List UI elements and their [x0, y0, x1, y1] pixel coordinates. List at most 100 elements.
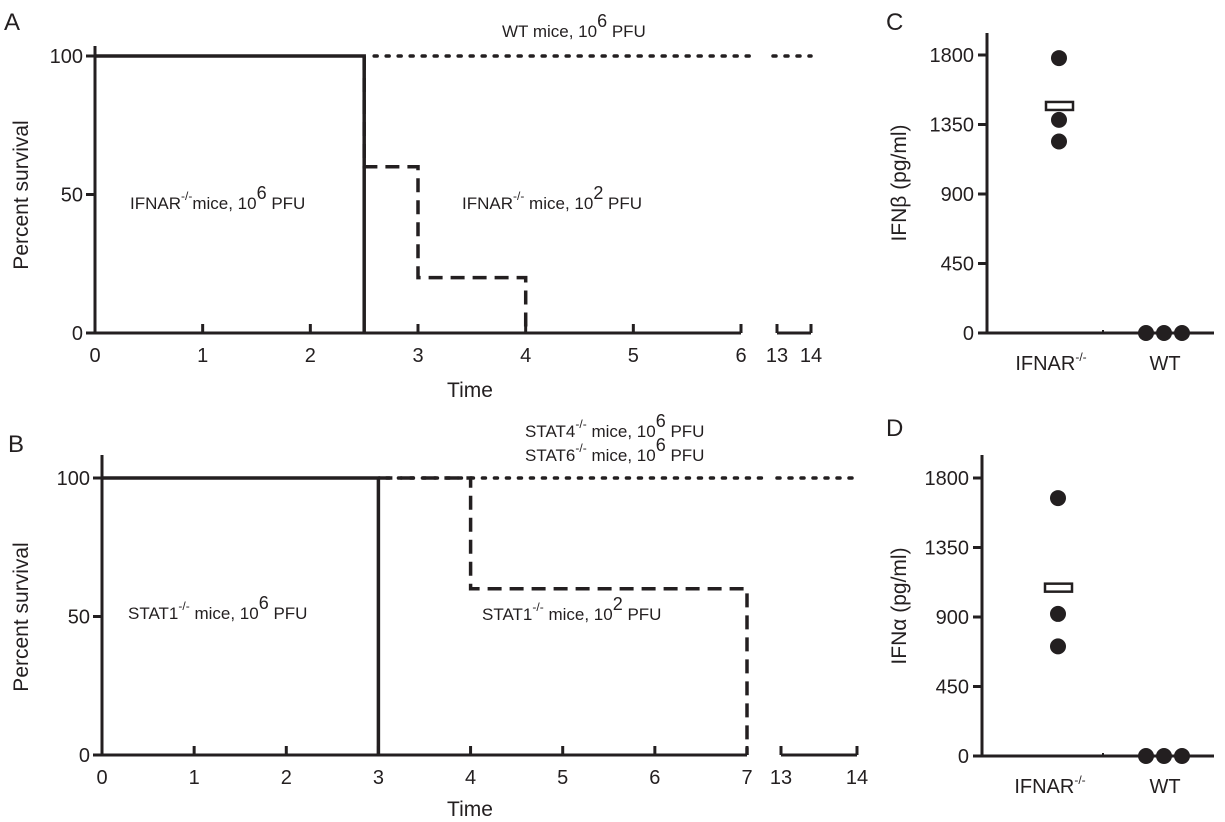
x-tick-label: 2 [281, 767, 292, 789]
category-label-text: WT [1149, 353, 1180, 375]
data-point [1156, 748, 1172, 764]
annotation-text: STAT1 [128, 604, 178, 623]
series-annotation: IFNAR-/-mice, 106 PFU [130, 183, 305, 213]
annotation-text: mice, 10 [190, 604, 259, 623]
panel-d: D 0 450 900 1350 1800 IFNAR-/- WT IFNα (pg/ml) [886, 415, 1214, 798]
data-point [1051, 111, 1067, 128]
annotation-superscript: -/- [181, 189, 192, 203]
annotation-tail: PFU [269, 604, 308, 623]
data-point [1050, 490, 1066, 507]
panel-b: B 0 50 100 0 1 2 3 4 5 6 7 13 14 Time Percent survival S… [8, 411, 868, 821]
annotation-text: IFNAR [130, 194, 181, 213]
y-axis-title: IFNβ (pg/ml) [888, 124, 911, 241]
annotation-tail: PFU [623, 605, 662, 624]
y-axis-title: Percent survival [10, 120, 33, 269]
series-annotation: WT mice, 106 PFU [502, 11, 646, 41]
annotation-superscript: 6 [257, 183, 267, 203]
x-tick-label: 13 [766, 345, 788, 367]
x-axis-title: Time [447, 798, 493, 821]
y-tick-label: 100 [57, 468, 90, 490]
data-point [1174, 325, 1190, 341]
series-annotation: STAT1-/- mice, 106 PFU [128, 593, 307, 623]
panel-letter: A [4, 9, 20, 36]
annotation-text: WT mice, 10 [502, 22, 597, 41]
x-tick-label: 4 [520, 345, 531, 367]
x-tick-label: 6 [649, 767, 660, 789]
annotation-text: STAT4 [525, 422, 575, 441]
panel-a: A 0 50 100 0 1 2 3 4 5 6 13 14 Time Percent survival WT… [4, 9, 822, 402]
x-tick-label: 0 [89, 345, 100, 367]
annotation-tail: PFU [267, 194, 306, 213]
x-tick-label: 5 [557, 767, 568, 789]
annotation-superscript: -/- [575, 441, 586, 455]
mean-bar [1043, 582, 1074, 593]
x-tick-label: 3 [373, 767, 384, 789]
data-point [1050, 638, 1066, 655]
y-tick-label: 450 [936, 677, 969, 699]
category-label: WT [1149, 776, 1180, 798]
data-point [1051, 50, 1067, 67]
annotation-text: mice, 10 [524, 194, 593, 213]
series-annotation: IFNAR-/- mice, 102 PFU [462, 183, 642, 213]
annotation-superscript: -/- [532, 600, 543, 614]
x-tick-label: 14 [846, 767, 868, 789]
annotation-superscript: -/- [575, 417, 586, 431]
annotation-tail: PFU [666, 446, 705, 465]
y-tick-label: 50 [61, 185, 83, 207]
y-tick-label: 50 [68, 607, 90, 629]
annotation-superscript: 6 [656, 411, 666, 431]
x-tick-label: 14 [800, 345, 822, 367]
data-point [1174, 748, 1190, 764]
y-tick-label: 1800 [930, 45, 975, 67]
data-point [1156, 325, 1172, 341]
x-tick-label: 0 [96, 767, 107, 789]
x-tick-label: 7 [741, 767, 752, 789]
y-tick-label: 1350 [930, 115, 975, 137]
panel-letter: B [8, 431, 24, 458]
annotation-tail: PFU [603, 194, 642, 213]
annotation-superscript: 6 [259, 593, 269, 613]
annotation-superscript: -/- [178, 599, 189, 613]
category-label-text: WT [1149, 776, 1180, 798]
category-label-text: IFNAR [1015, 353, 1075, 375]
annotation-superscript: -/- [513, 189, 524, 203]
annotation-tail: PFU [666, 422, 705, 441]
annotation-superscript: 2 [593, 183, 603, 203]
annotation-text: mice, 10 [587, 446, 656, 465]
x-tick-label: 3 [412, 345, 423, 367]
series-annotation: STAT6-/- mice, 106 PFU [525, 435, 704, 465]
category-label-superscript: -/- [1075, 350, 1086, 364]
y-tick-label: 0 [72, 323, 83, 345]
survival-series-line [362, 56, 528, 333]
category-label: WT [1149, 353, 1180, 375]
series-annotation: STAT1-/- mice, 102 PFU [482, 594, 661, 624]
annotation-text: mice, 10 [192, 194, 256, 213]
y-tick-label: 0 [79, 745, 90, 767]
data-point [1050, 605, 1066, 622]
category-label-text: IFNAR [1014, 776, 1074, 798]
panel-c: C 0 450 900 1350 1800 IFNAR-/- WT IFNβ (pg/ml) [886, 9, 1214, 375]
x-tick-label: 13 [770, 767, 792, 789]
y-tick-label: 0 [963, 323, 974, 345]
y-axis-title: Percent survival [10, 542, 33, 691]
annotation-superscript: 6 [597, 11, 607, 31]
y-tick-label: 0 [958, 746, 969, 768]
annotation-text: IFNAR [462, 194, 513, 213]
category-label: IFNAR-/- [1014, 773, 1085, 798]
category-label-superscript: -/- [1074, 773, 1085, 787]
y-tick-label: 900 [941, 184, 974, 206]
y-tick-label: 1800 [925, 468, 970, 490]
category-label: IFNAR-/- [1015, 350, 1086, 375]
data-point [1138, 748, 1154, 764]
y-tick-label: 1350 [925, 538, 970, 560]
mean-bar [1044, 100, 1075, 112]
x-tick-label: 6 [735, 345, 746, 367]
panel-letter: D [886, 415, 903, 442]
annotation-tail: PFU [607, 22, 646, 41]
annotation-text: STAT1 [482, 605, 532, 624]
survival-series-line [378, 476, 749, 755]
annotation-superscript: 2 [613, 594, 623, 614]
y-axis-title: IFNα (pg/ml) [888, 547, 911, 664]
annotation-text: mice, 10 [544, 605, 613, 624]
